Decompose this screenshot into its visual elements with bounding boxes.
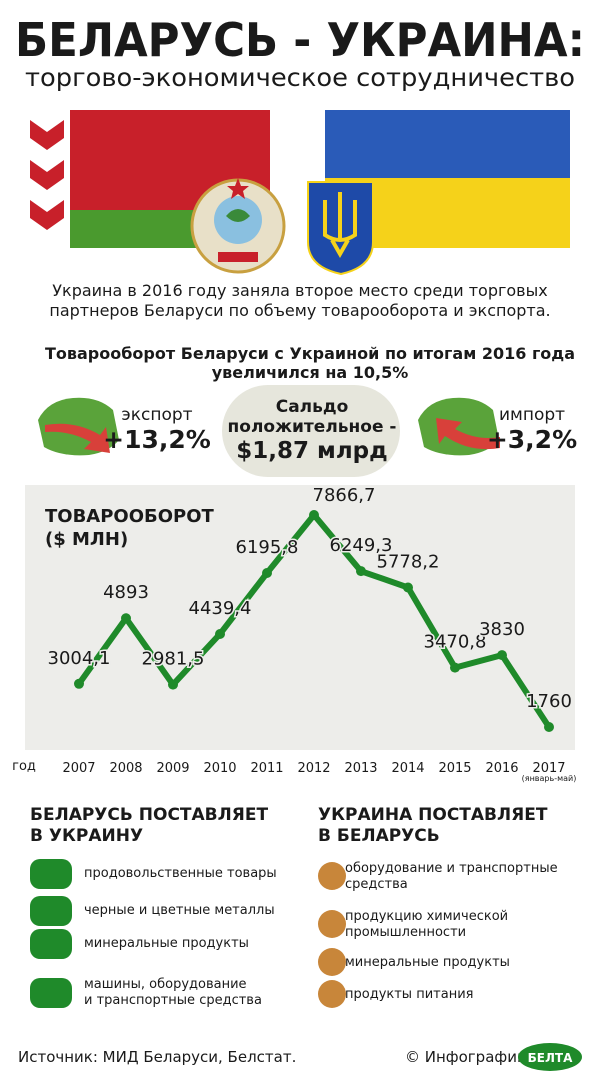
value-label: 3830 [479,619,525,640]
point [309,510,319,520]
x-axis-label: год [12,759,36,774]
x-tick-label: 2011 [250,761,283,776]
page-subtitle: торгово-экономическое сотрудничество [25,63,575,92]
list-item: средства [345,877,408,892]
list-item: минеральные продукты [345,955,510,970]
list-item: черные и цветные металлы [84,903,275,918]
value-label: 7866,7 [313,485,376,506]
headline: увеличился на 10,5% [212,363,409,382]
point [121,613,131,624]
value-label: 1760 [526,691,572,712]
x-tick-label: 2007 [62,761,95,776]
value-label: 3470,8 [424,632,487,653]
x-tick-label: 2008 [109,761,142,776]
export-label: экспорт [121,405,192,425]
balance-text: Сальдо [276,397,349,417]
intro-line: партнеров Беларуси по объему товарооборо… [49,301,550,320]
chart-subtitle: ($ МЛН) [45,529,128,550]
x-tick-label: 2013 [344,761,377,776]
line-chart: 2007 2008 2009 2010 2011 2012 2013 2014 2015 2016… [46,484,577,784]
point [74,678,84,689]
export-icon [38,397,119,456]
point [168,679,178,690]
list-item: продовольственные товары [84,866,277,881]
logo: БЕЛТА [528,1051,573,1065]
list-item: и транспортные средства [84,993,262,1008]
list-item: промышленности [345,925,466,940]
list-heading: УКРАИНА ПОСТАВЛЯЕТ [318,805,548,825]
balance-value: $1,87 млрд [236,438,387,464]
item-icon [318,948,346,976]
import-icon [418,397,500,456]
value-label: 5778,2 [377,552,440,573]
point [356,566,366,577]
point [262,568,272,579]
x-tick-label: 2016 [485,761,518,776]
ukraine-flag [307,110,570,276]
item-icon [318,980,346,1008]
x-tick-label: 2009 [156,761,189,776]
item-icon [30,896,72,926]
x-tick-label: 2012 [297,761,330,776]
item-icon [318,862,346,890]
export-value: +13,2% [103,425,211,454]
intro-line: Украина в 2016 году заняла второе место … [52,281,547,300]
value-label: 6195,8 [236,537,299,558]
item-icon [30,929,72,959]
x-tick-label: 2017 [532,761,565,776]
source: Источник: МИД Беларуси, Белстат. [18,1048,296,1066]
value-label: 2981,5 [142,649,205,670]
point [450,662,460,673]
value-label: 4439,4 [189,598,252,619]
balance-text: положительное - [228,417,397,437]
import-value: +3,2% [487,425,577,454]
x-tick-label: 2010 [203,761,236,776]
item-icon [318,910,346,938]
x-tick-label: 2014 [391,761,424,776]
value-label: 3004,1 [48,648,111,669]
list-heading: В БЕЛАРУСЬ [318,826,440,846]
item-icon [30,978,72,1008]
list-item: машины, оборудование [84,977,247,992]
headline: Товарооборот Беларуси с Украиной по итог… [45,344,575,363]
list-heading: В УКРАИНУ [30,826,143,846]
x-tick-note: (январь-май) [522,774,577,783]
point [403,582,413,593]
belarus-emblem [190,178,286,274]
point [497,650,507,661]
point [544,722,554,732]
x-tick-label: 2015 [438,761,471,776]
import-label: импорт [499,405,565,425]
item-icon [30,859,72,889]
chart-title: ТОВАРООБОРОТ [45,506,215,527]
value-label: 4893 [103,582,149,603]
logo-badge [518,1043,582,1071]
point [215,628,225,639]
balance-badge [222,385,400,477]
list-heading: БЕЛАРУСЬ ПОСТАВЛЯЕТ [30,805,268,825]
page-title: БЕЛАРУСЬ - УКРАИНА: [15,13,585,67]
credit: © Инфографика [405,1048,535,1066]
value-label: 6249,3 [330,535,393,556]
list-item: продукты питания [345,987,473,1002]
list-item: продукцию химической [345,909,508,924]
list-item: оборудование и транспортные [345,861,558,876]
list-item: минеральные продукты [84,936,249,951]
